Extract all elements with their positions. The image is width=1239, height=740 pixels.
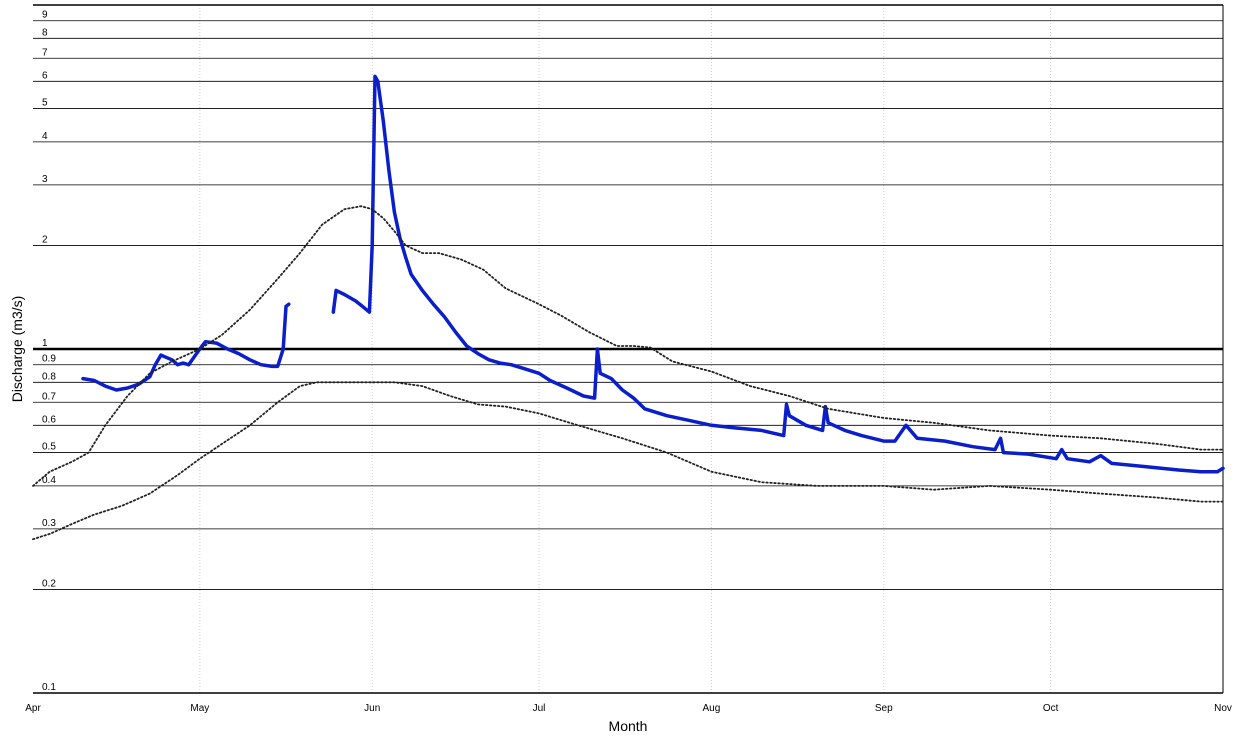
x-tick-may: May [190,703,209,714]
y-tick-label: 0.7 [42,391,56,402]
y-tick-label: 7 [42,47,48,58]
x-tick-sep: Sep [875,703,893,714]
observed-series-segment-1 [81,302,291,392]
y-tick-label: 8 [42,27,48,38]
y-tick-label: 0.8 [42,371,56,382]
x-tick-aug: Aug [703,703,721,714]
x-tick-jun: Jun [364,703,380,714]
y-tick-label: 4 [42,131,48,142]
x-tick-nov: Nov [1214,703,1232,714]
horizontal-gridlines [33,4,1224,694]
y-tick-label: 0.4 [42,475,56,486]
y-tick-label: 0.6 [42,414,56,425]
x-tick-labels: Apr May Jun Jul Aug Sep Oct Nov [25,703,1232,714]
vertical-gridlines [199,5,1052,693]
y-tick-labels: 0.1 0.2 0.3 0.4 0.5 0.6 0.7 0.8 0.9 1 2 3 4 5 6 7 8 9 [42,10,56,693]
y-axis-title: Discharge (m3/s) [9,296,25,403]
y-tick-label: 1 [42,338,48,349]
y-tick-label: 3 [42,174,48,185]
y-tick-label: 0.1 [42,682,56,693]
x-tick-apr: Apr [25,703,41,714]
y-tick-label: 6 [42,70,48,81]
series-group [32,74,1225,541]
y-tick-label: 0.2 [42,578,56,589]
y-tick-label: 9 [42,10,48,21]
envelope-lower-series-segment-1 [32,381,1224,541]
x-axis-title: Month [609,718,648,734]
observed-series-segment-2 [331,74,1225,474]
envelope-upper-series-segment-1 [32,205,1224,487]
y-tick-label: 0.5 [42,442,56,453]
y-tick-label: 0.3 [42,518,56,529]
y-tick-label: 2 [42,234,48,245]
x-tick-jul: Jul [533,703,546,714]
y-tick-label: 5 [42,98,48,109]
y-tick-label: 0.9 [42,354,56,365]
x-tick-oct: Oct [1043,703,1059,714]
